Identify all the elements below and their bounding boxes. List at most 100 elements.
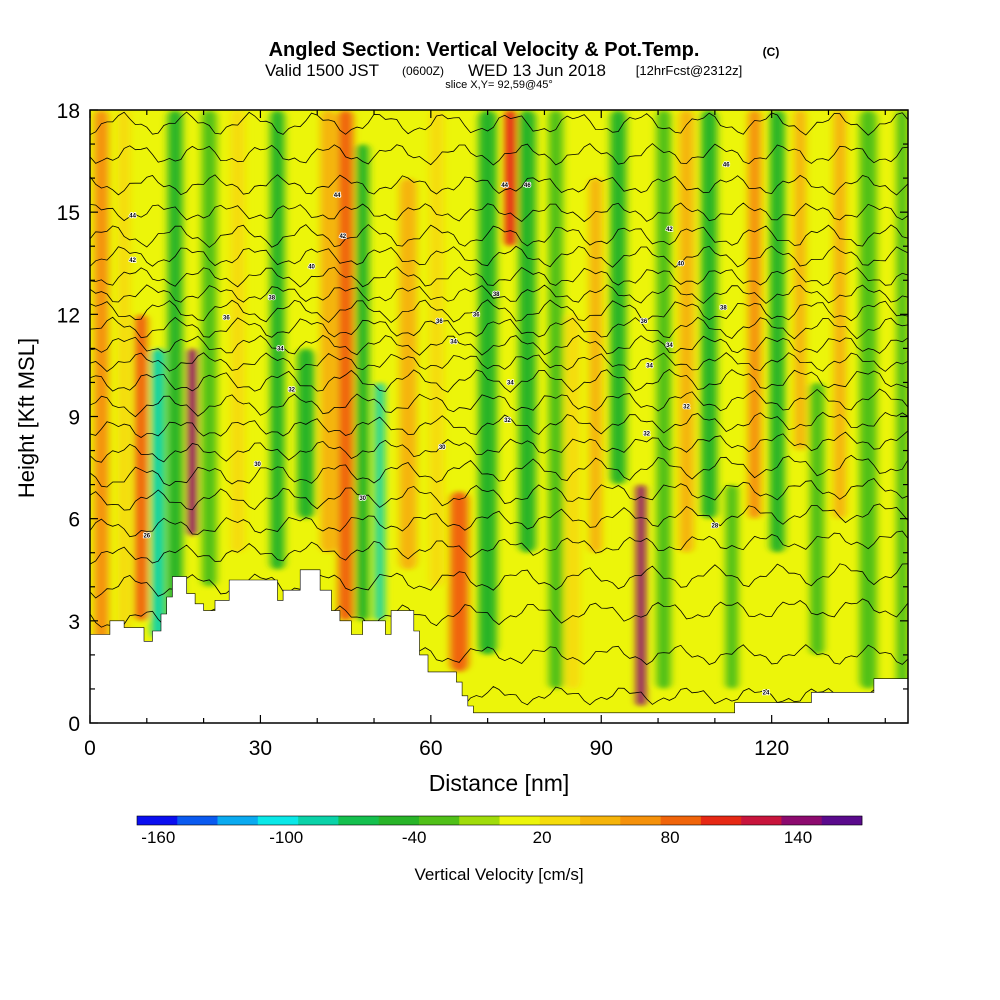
x-tick-label: 60 xyxy=(419,737,442,760)
velocity-column xyxy=(896,110,908,689)
contour-label: 34 xyxy=(666,343,673,349)
isentrope-line xyxy=(90,266,908,288)
velocity-column xyxy=(589,178,602,553)
velocity-column xyxy=(810,382,825,655)
contour-label: 44 xyxy=(501,183,508,189)
velocity-column xyxy=(375,382,385,621)
contour-label: 36 xyxy=(223,316,230,322)
velocity-column xyxy=(399,178,417,570)
y-tick-label: 9 xyxy=(68,407,80,430)
colorbar-swatch xyxy=(539,816,581,825)
y-tick-label: 0 xyxy=(68,713,80,736)
contour-label: 34 xyxy=(277,346,284,352)
contour-label: 42 xyxy=(129,258,136,264)
colorbar-swatch xyxy=(378,816,420,825)
valid-time-prefix: Valid 1500 JST xyxy=(265,61,379,80)
velocity-column xyxy=(270,110,285,570)
isentrope-line xyxy=(90,563,908,599)
contour-label: 46 xyxy=(524,183,531,189)
x-tick-label: 120 xyxy=(754,737,789,760)
colorbar-tick-label: 20 xyxy=(533,828,552,847)
velocity-column xyxy=(518,110,536,553)
forecast-info: [12hrFcst@2312z] xyxy=(636,63,742,78)
velocity-column xyxy=(297,348,315,519)
isentrope-line xyxy=(90,352,908,373)
x-axis-label: Distance [nm] xyxy=(429,770,570,796)
colorbar-swatch xyxy=(338,816,379,825)
isentrope-line xyxy=(90,503,908,538)
contour-label: 34 xyxy=(450,340,457,346)
colorbar-swatch xyxy=(137,816,178,825)
y-axis-label: Height [Kft MSL] xyxy=(14,338,39,498)
colorbar: -160 -100 -40 20 80 140 xyxy=(136,815,863,847)
velocity-column xyxy=(94,110,109,723)
isentrope-line xyxy=(90,478,908,511)
velocity-column xyxy=(429,110,444,587)
contour-label: 40 xyxy=(677,261,684,267)
colorbar-label: Vertical Velocity [cm/s] xyxy=(414,865,583,884)
colorbar-swatch xyxy=(660,816,702,825)
contour-label: 36 xyxy=(436,319,443,325)
chart-title-unit: (C) xyxy=(763,45,780,59)
contour-label: 46 xyxy=(723,162,730,168)
valid-date: WED 13 Jun 2018 xyxy=(468,61,606,80)
isentrope-line xyxy=(90,316,908,340)
velocity-column xyxy=(134,314,148,621)
colorbar-swatch xyxy=(580,816,621,825)
velocity-column xyxy=(201,110,217,587)
velocity-column xyxy=(230,110,245,553)
velocity-column xyxy=(320,110,337,553)
velocity-column xyxy=(701,110,718,519)
isentrope-line xyxy=(90,388,908,418)
contour-label: 36 xyxy=(473,312,480,318)
colorbar-tick-label: -160 xyxy=(141,828,175,847)
isentrope-line xyxy=(90,299,908,324)
velocity-column xyxy=(833,110,847,519)
colorbar-swatch xyxy=(741,816,782,825)
velocity-column xyxy=(656,110,671,689)
isentrope-line xyxy=(90,368,908,393)
x-axis: 0 30 60 90 120 xyxy=(84,110,886,760)
colorbar-swatch xyxy=(298,816,339,825)
velocity-column xyxy=(478,110,497,655)
velocity-column xyxy=(769,110,785,553)
colorbar-tick-label: -40 xyxy=(402,828,427,847)
contour-label: 32 xyxy=(288,387,295,393)
contour-label: 24 xyxy=(763,690,770,696)
y-tick-label: 6 xyxy=(68,509,80,532)
velocity-column xyxy=(151,348,165,638)
contour-label: 42 xyxy=(666,227,673,233)
isentrope-line xyxy=(90,530,908,565)
contour-label: 44 xyxy=(334,193,341,199)
isentrope-line xyxy=(90,334,908,356)
velocity-column xyxy=(794,110,806,451)
colorbar-tick-label: 140 xyxy=(784,828,812,847)
contour-label: 44 xyxy=(129,214,136,220)
colorbar-swatch xyxy=(700,816,742,825)
contour-label: 28 xyxy=(712,523,719,529)
chart-title: Angled Section: Vertical Velocity & Pot.… xyxy=(269,39,700,61)
isentrope-line xyxy=(90,224,908,248)
colorbar-swatch xyxy=(781,816,823,825)
colorbar-tick-label: -100 xyxy=(269,828,303,847)
contour-label: 34 xyxy=(507,380,514,386)
velocity-column xyxy=(167,110,183,638)
velocity-column xyxy=(338,110,354,621)
velocity-column xyxy=(725,484,739,689)
y-tick-label: 18 xyxy=(57,100,80,123)
contour-label: 26 xyxy=(143,534,150,540)
colorbar-swatch xyxy=(217,816,259,825)
contour-label: 32 xyxy=(683,404,690,410)
terrain xyxy=(90,569,908,723)
contour-label: 38 xyxy=(720,306,727,312)
colorbar-swatch xyxy=(257,816,299,825)
isentrope-line xyxy=(90,245,908,268)
velocity-column xyxy=(610,110,627,485)
velocity-column xyxy=(679,110,694,553)
contour-labels: 24 26 28 30 30 30 32 32 32 32 34 34 34 34 34 36 36 36 36 38… xyxy=(128,162,770,697)
valid-time-utc: (0600Z) xyxy=(402,64,444,78)
isentrope-line xyxy=(90,430,908,463)
y-tick-label: 3 xyxy=(68,611,80,634)
